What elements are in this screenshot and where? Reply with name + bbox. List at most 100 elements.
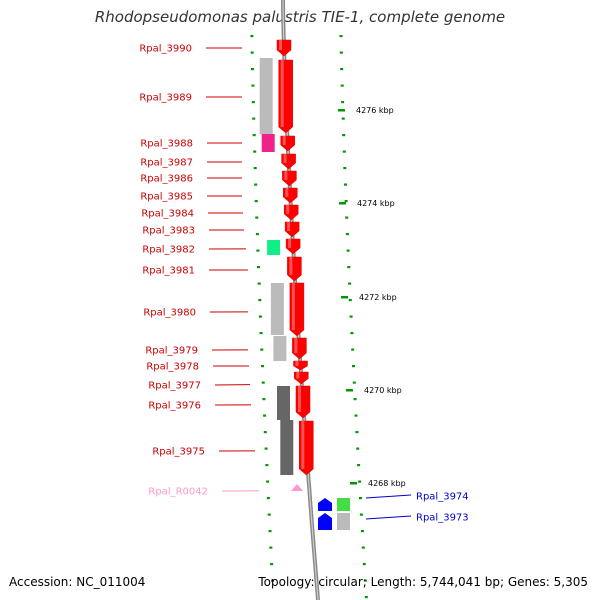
- gene-Rpal_R0042[interactable]: [291, 484, 303, 491]
- gene-Rpal_3984[interactable]: [283, 204, 299, 221]
- gene-Rpal_3986[interactable]: [282, 170, 297, 187]
- gene-Rpal_3980[interactable]: [270, 282, 305, 337]
- gene-label[interactable]: Rpal_3978: [146, 362, 199, 373]
- gene-Rpal_3985[interactable]: [283, 187, 298, 204]
- tick-mark: [271, 579, 274, 582]
- tick-mark: [349, 315, 353, 318]
- gene-arrow[interactable]: [318, 498, 332, 511]
- gene-shine: [286, 205, 290, 214]
- gene-label[interactable]: Rpal_3979: [145, 346, 198, 357]
- scale-label: 4270 kbp: [364, 386, 402, 395]
- gene-label[interactable]: Rpal_R0042: [148, 487, 208, 498]
- gene-label[interactable]: Rpal_3981: [142, 266, 195, 277]
- scale-tick: [350, 482, 357, 485]
- gene-Rpal_3989[interactable]: [259, 58, 293, 134]
- scale-tick: [341, 296, 348, 299]
- tick-mark: [346, 249, 350, 252]
- gene-label[interactable]: Rpal_3987: [140, 158, 193, 169]
- gene-Rpal_3981[interactable]: [287, 256, 302, 282]
- gene-label[interactable]: Rpal_3974: [416, 492, 469, 503]
- gene-Rpal_3987[interactable]: [281, 153, 296, 170]
- gene-Rpal_3975[interactable]: [280, 420, 314, 476]
- tick-mark: [253, 167, 257, 170]
- tick-mark: [359, 497, 362, 500]
- gene-shine: [288, 239, 292, 248]
- tick-mark: [264, 447, 268, 450]
- tick-mark: [263, 414, 267, 417]
- gene-shine: [291, 283, 295, 330]
- scale-label: 4276 kbp: [356, 106, 394, 115]
- scale-labels: 4276 kbp 4274 kbp 4272 kbp 4270 kbp 4268 kbp: [338, 106, 406, 488]
- gene-shine: [295, 361, 299, 366]
- tick-mark: [347, 266, 351, 269]
- tick-marks-outer: [339, 35, 368, 599]
- gene-label[interactable]: Rpal_3983: [142, 226, 195, 237]
- gc-block: [267, 240, 281, 255]
- tick-mark: [345, 233, 349, 236]
- tick-mark: [258, 299, 262, 302]
- tick-mark: [251, 68, 254, 71]
- tick-mark: [344, 200, 348, 203]
- gene-arrow[interactable]: [318, 513, 332, 530]
- tick-mark: [362, 563, 366, 566]
- gene-Rpal_3988[interactable]: [261, 134, 295, 152]
- gene-labels: Rpal_3990 Rpal_3989 Rpal_3988 Rpal_3987 Rpal…: [139, 44, 468, 524]
- tick-mark: [360, 530, 364, 533]
- gene-Rpal_3977[interactable]: [294, 371, 309, 385]
- gc-block: [337, 498, 350, 511]
- gene-shine: [289, 257, 293, 275]
- tick-mark: [350, 332, 354, 335]
- gene-label[interactable]: Rpal_3989: [139, 93, 192, 104]
- tick-mark: [339, 35, 343, 38]
- scale-label: 4268 kbp: [368, 479, 406, 488]
- tick-mark: [341, 101, 345, 104]
- gene-label[interactable]: Rpal_3973: [416, 513, 469, 524]
- tick-mark: [262, 398, 266, 401]
- gene-Rpal_3983[interactable]: [284, 221, 300, 238]
- gene-Rpal_3978[interactable]: [293, 360, 308, 371]
- tick-mark: [354, 414, 358, 417]
- gene-Rpal_3982[interactable]: [267, 238, 301, 255]
- gene-Rpal_3974[interactable]: [318, 498, 350, 511]
- gene-label[interactable]: Rpal_3985: [140, 192, 193, 203]
- tick-mark: [340, 84, 344, 87]
- tick-mark: [252, 134, 256, 137]
- tick-mark: [364, 596, 368, 599]
- scale-tick: [339, 202, 346, 205]
- tick-mark: [255, 233, 259, 236]
- gene-Rpal_3976[interactable]: [277, 385, 311, 420]
- gene-label[interactable]: Rpal_3986: [140, 174, 193, 185]
- tick-mark: [352, 365, 355, 368]
- scale-tick: [338, 109, 345, 112]
- gc-block: [337, 513, 350, 530]
- gene-shine: [283, 154, 287, 163]
- gene-Rpal_3990[interactable]: [276, 39, 292, 57]
- tick-mark: [353, 398, 357, 401]
- gene-Rpal_3973[interactable]: [318, 513, 350, 530]
- gene-Rpal_3979[interactable]: [273, 336, 307, 361]
- gene-shine: [296, 372, 300, 379]
- scale-tick: [346, 389, 353, 392]
- tick-mark: [260, 348, 264, 351]
- tick-mark: [361, 546, 365, 549]
- gene-label[interactable]: Rpal_3980: [143, 308, 196, 319]
- tick-mark: [261, 381, 265, 384]
- gene-label[interactable]: Rpal_3982: [142, 245, 195, 256]
- rna-feature[interactable]: [291, 484, 303, 491]
- gene-label[interactable]: Rpal_3977: [148, 381, 201, 392]
- gene-label[interactable]: Rpal_3975: [152, 447, 205, 458]
- tick-mark: [342, 134, 346, 137]
- gene-label[interactable]: Rpal_3984: [141, 209, 194, 220]
- tick-mark: [355, 431, 359, 434]
- gene-label[interactable]: Rpal_3988: [140, 139, 193, 150]
- tick-mark: [351, 348, 355, 351]
- tick-mark: [257, 282, 261, 285]
- gc-block: [270, 283, 284, 335]
- tick-mark: [358, 480, 362, 483]
- topology-text: Topology: circular; Length: 5,744,041 bp…: [258, 575, 588, 589]
- gene-label[interactable]: Rpal_3990: [139, 44, 192, 55]
- gene-label[interactable]: Rpal_3976: [148, 401, 201, 412]
- tick-mark: [255, 216, 259, 219]
- tick-mark: [257, 266, 260, 269]
